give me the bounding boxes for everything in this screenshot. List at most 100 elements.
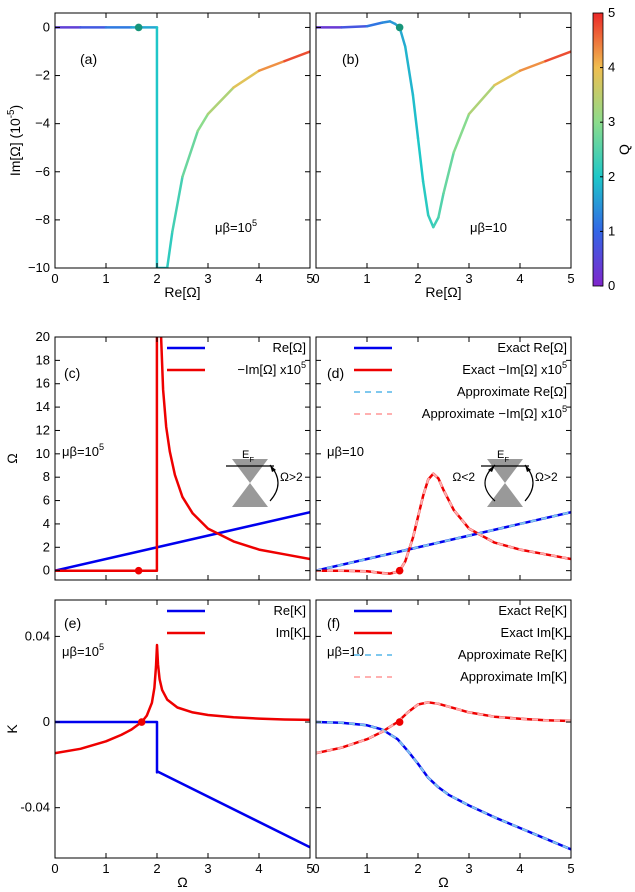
legend-label: Approximate Re[K] <box>458 647 567 662</box>
y-tick-label: -0.04 <box>20 800 50 815</box>
series-segment <box>416 136 425 183</box>
y-tick-label: 18 <box>36 352 50 367</box>
panel-label: (f) <box>327 615 340 631</box>
cone-upper <box>232 459 268 483</box>
marker-point <box>395 718 404 726</box>
axes-frame <box>54 599 311 859</box>
colorbar: 0 1 2 3 4 5 Q <box>592 5 632 293</box>
series-segment <box>171 175 184 234</box>
x-axis-label: Re[Ω] <box>425 284 461 300</box>
y-tick-label: 10 <box>36 446 50 461</box>
x-tick-label: 0 <box>312 271 319 286</box>
legend: Re[K] Im[K] <box>167 603 306 640</box>
series-segment <box>165 230 174 268</box>
y-tick-label: 6 <box>43 493 50 508</box>
axes-frame <box>315 12 572 269</box>
x-tick-label: 5 <box>567 861 574 876</box>
annotation-mubeta: μβ=105 <box>62 642 104 659</box>
annotation-mubeta: μβ=105 <box>62 442 104 459</box>
x-tick-label: 4 <box>516 861 523 876</box>
x-tick-label: 1 <box>363 271 370 286</box>
legend-label: Im[K] <box>276 625 306 640</box>
panel-label: (e) <box>64 615 81 631</box>
panel-e: 0 1 2 3 4 5 0.04 0 -0.04 Ω K (e) μβ=105 Re[K] Im[K] <box>4 599 314 890</box>
y-tick-label: 20 <box>36 329 50 344</box>
y-tick-label: 0 <box>43 563 50 578</box>
legend: Re[Ω] −Im[Ω] x105 <box>167 340 306 377</box>
marker-point <box>137 718 146 726</box>
x-tick-label: 2 <box>414 271 421 286</box>
y-tick-label: 2 <box>43 539 50 554</box>
legend-label: −Im[Ω] x105 <box>237 360 306 377</box>
marker-point <box>395 566 404 575</box>
marker-point <box>134 566 143 575</box>
arrow-head <box>270 465 276 472</box>
series-line-0 <box>316 720 571 851</box>
series-segment <box>196 112 210 133</box>
panel-d: (d) μβ=10 Exact Re[Ω] Exact −Im[Ω] x105 Appr… <box>315 336 572 581</box>
series-segment <box>452 112 471 154</box>
series-line-1 <box>316 701 571 755</box>
axes-frame <box>54 12 311 269</box>
series-segment <box>206 86 235 116</box>
series-segment <box>518 59 547 72</box>
fermi-level-label: EF <box>242 449 254 464</box>
x-tick-label: 2 <box>153 861 160 876</box>
arrow-label-left: Ω<2 <box>452 470 475 484</box>
series-line-3 <box>316 472 571 575</box>
axes-frame <box>54 336 311 581</box>
series-segment <box>404 45 415 97</box>
panel-label: (c) <box>64 365 80 381</box>
series-segment <box>232 69 261 89</box>
legend-label: Exact Re[Ω] <box>497 340 567 355</box>
y-tick-label: −6 <box>35 164 50 179</box>
x-tick-label: 4 <box>255 271 262 286</box>
cone-upper <box>487 459 523 483</box>
x-tick-label: 2 <box>153 271 160 286</box>
y-tick-label: −4 <box>35 116 50 131</box>
arrow-label-right: Ω>2 <box>535 470 558 484</box>
annotation-mubeta: μβ=10 <box>327 444 364 459</box>
panel-f: 0 1 2 3 4 5 Ω (f) μβ=10 Exact Re[K] Exact Im[K] App… <box>312 599 575 890</box>
panel-label: (a) <box>80 51 97 67</box>
y-axis-label: Im[Ω] (10-5) <box>6 105 23 176</box>
legend-label: Re[K] <box>273 603 306 618</box>
x-tick-label: 3 <box>204 861 211 876</box>
x-tick-label: 5 <box>306 861 313 876</box>
y-tick-label: −8 <box>35 212 50 227</box>
series-line-0 <box>55 510 310 572</box>
legend-label: Exact Im[K] <box>501 625 567 640</box>
y-tick-label: 12 <box>36 422 50 437</box>
colorbar-tick-label: 1 <box>608 223 615 238</box>
colorbar-tick-label: 5 <box>608 5 615 20</box>
x-tick-label: 0 <box>51 271 58 286</box>
series-segment <box>283 50 310 63</box>
colorbar-tick-label: 4 <box>608 60 615 75</box>
series-segment <box>442 151 455 195</box>
arrow-head <box>525 465 531 472</box>
series-segment <box>381 20 392 24</box>
plot-area <box>55 26 310 268</box>
series-segment <box>257 59 286 72</box>
series-line-1 <box>55 643 310 755</box>
x-tick-label: 5 <box>306 271 313 286</box>
arrow-label-right: Ω>2 <box>280 470 303 484</box>
marker-point <box>395 23 404 32</box>
y-axis-label: Ω <box>4 453 20 463</box>
colorbar-label: Q <box>616 144 632 155</box>
x-tick-label: 4 <box>516 271 523 286</box>
colorbar-tick-label: 3 <box>608 114 615 129</box>
series-segment <box>467 83 496 116</box>
series-segment <box>181 129 200 178</box>
series-segment <box>432 216 440 229</box>
series-segment <box>426 213 435 229</box>
legend-label: Exact Re[K] <box>498 603 567 618</box>
panel-label: (d) <box>327 365 344 381</box>
legend-label: Approximate Im[K] <box>460 669 567 684</box>
panel-a: 0 1 2 3 4 5 0 −2 −4 −6 −8 −10 Re[Ω] Im[Ω] (10-5) (a) μβ… <box>6 12 314 300</box>
series-line-1 <box>55 337 310 572</box>
y-tick-label: −2 <box>35 68 50 83</box>
series-segment <box>365 21 384 28</box>
series-line-0 <box>55 720 310 849</box>
